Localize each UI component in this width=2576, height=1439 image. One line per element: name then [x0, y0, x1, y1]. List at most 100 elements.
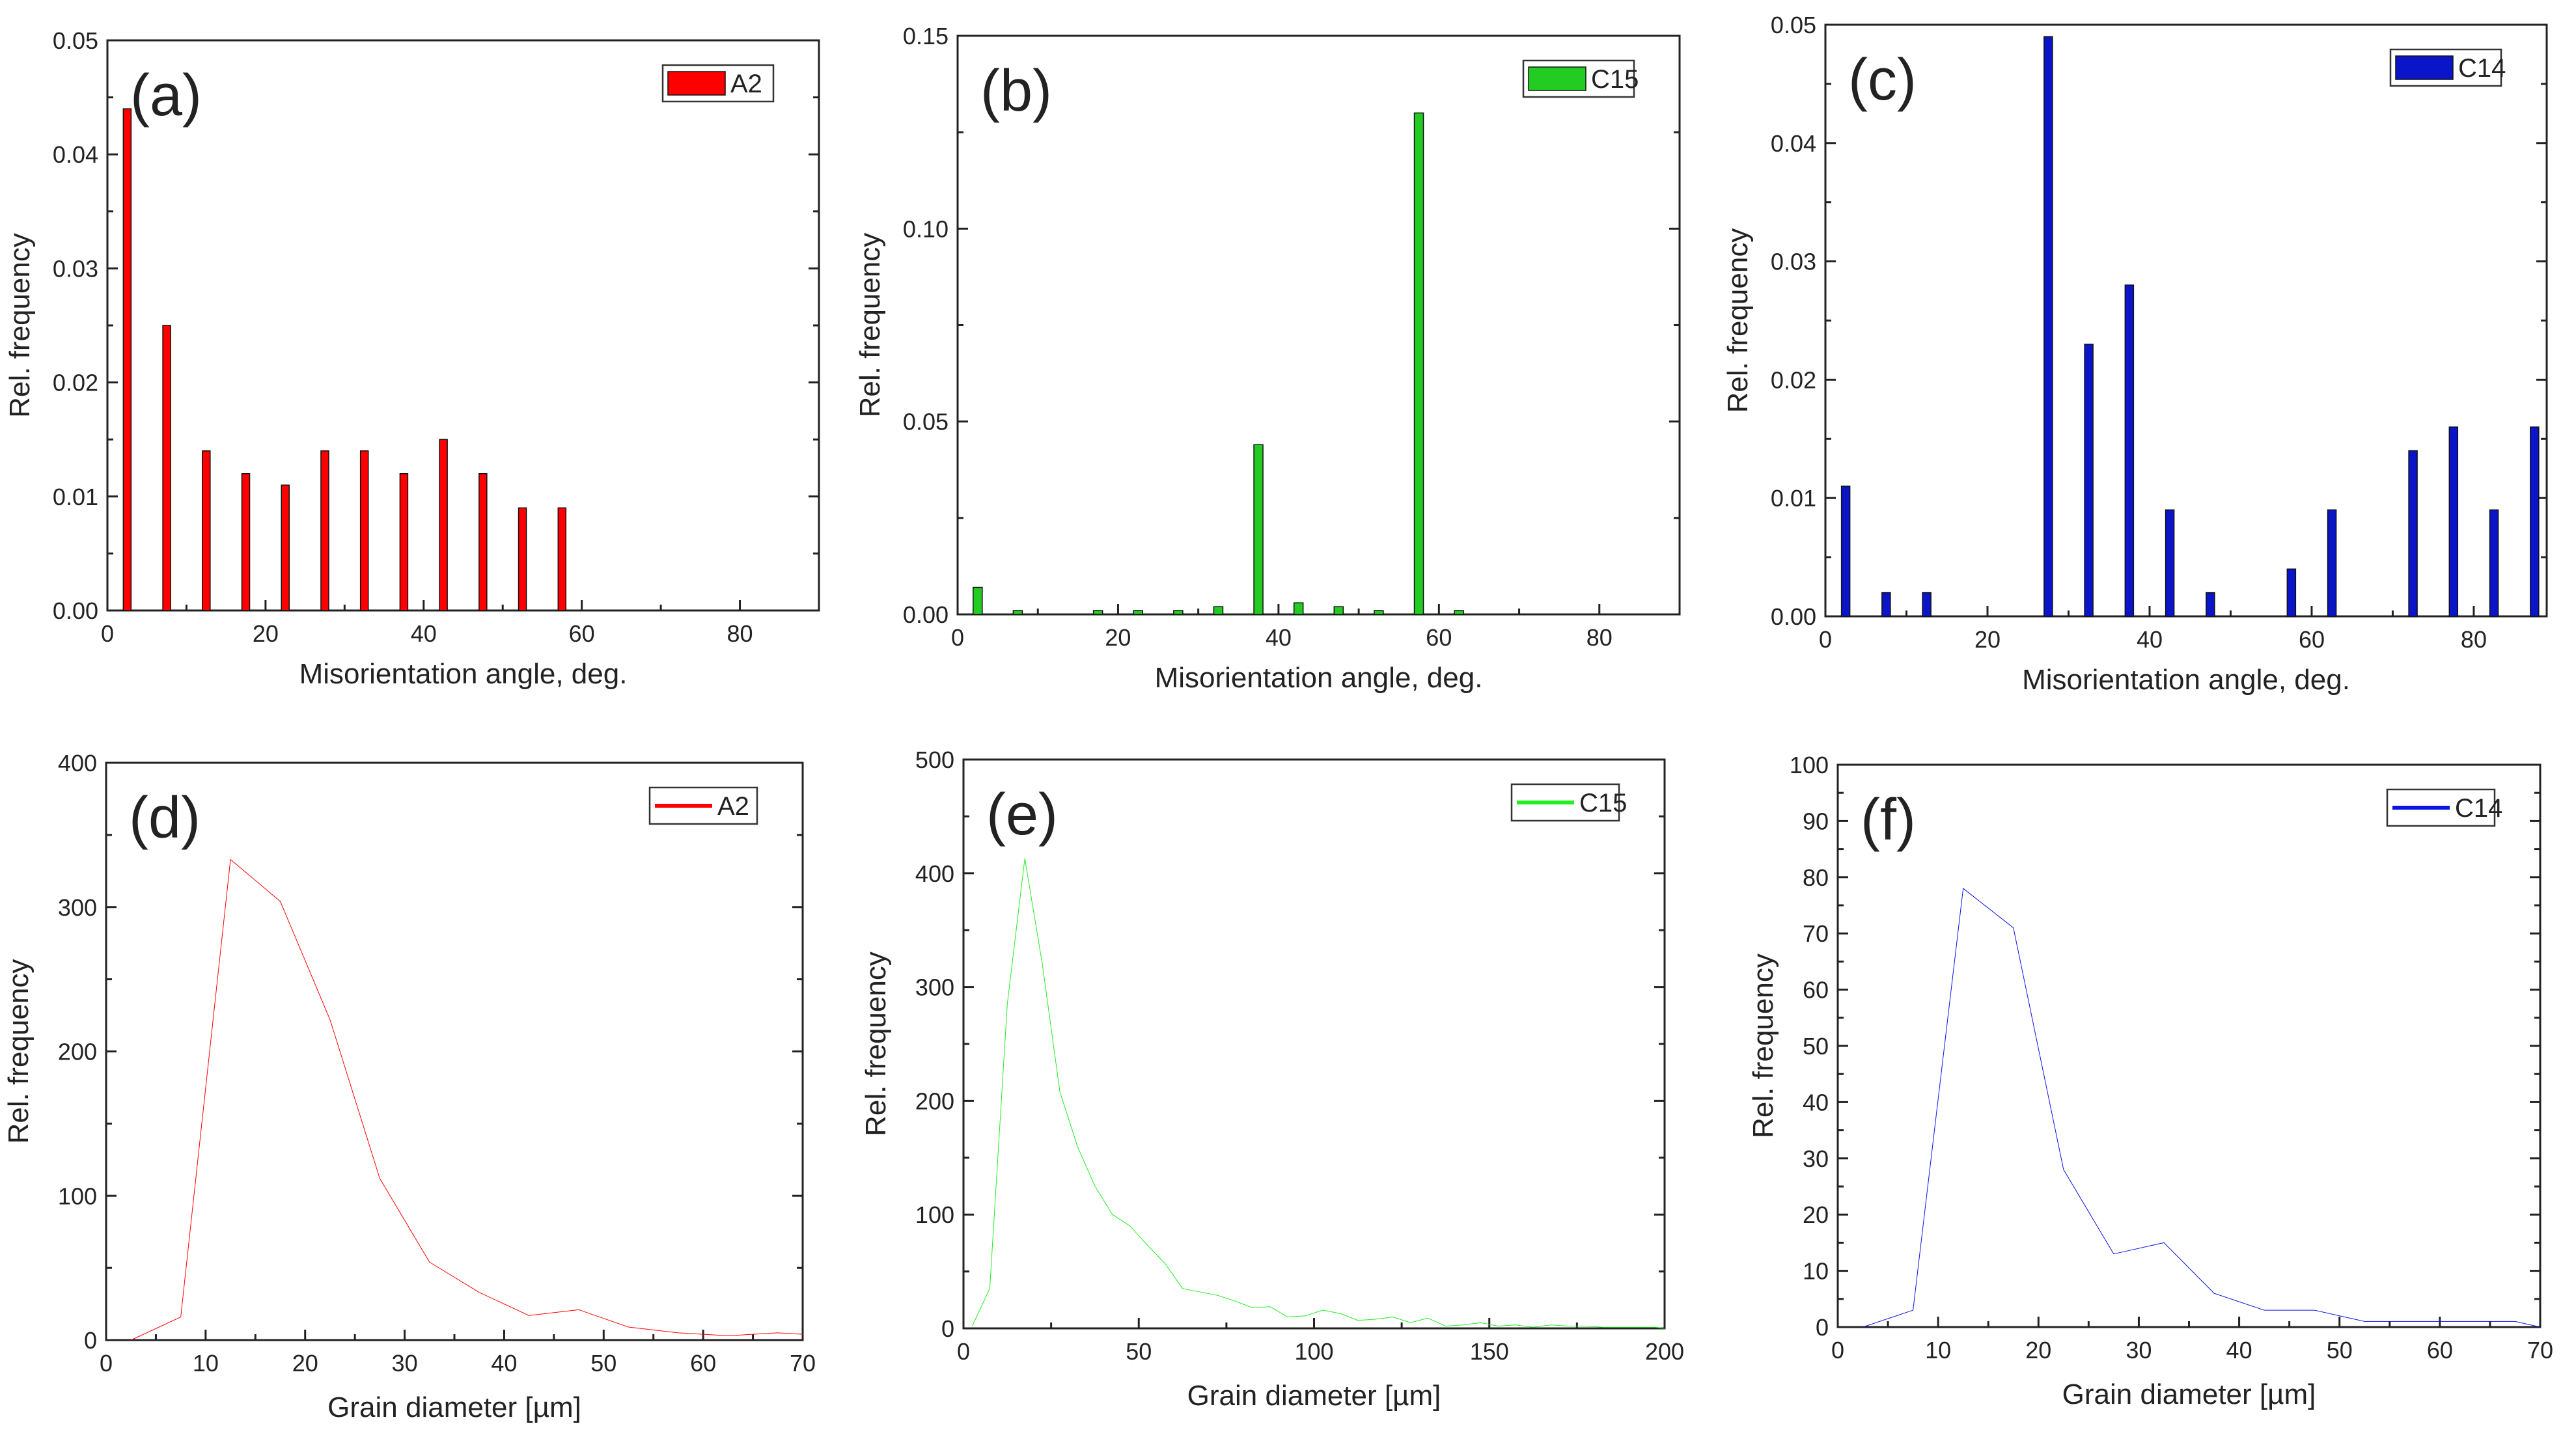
bar — [1012, 610, 1023, 615]
bar — [320, 450, 329, 611]
y-tick-label: 0.03 — [53, 255, 98, 282]
y-tick-label: 100 — [1790, 752, 1829, 778]
y-tick-label: 50 — [1803, 1033, 1829, 1060]
x-tick-label: 80 — [727, 620, 753, 647]
bar — [1413, 112, 1424, 615]
series-line — [131, 859, 803, 1341]
y-tick-label: 60 — [1803, 977, 1829, 1004]
bar — [973, 586, 983, 615]
bar — [122, 108, 132, 611]
bar — [557, 507, 567, 611]
y-tick-label: 200 — [58, 1039, 97, 1065]
plot-frame — [106, 39, 820, 612]
x-tick-label: 40 — [491, 1350, 517, 1377]
bar — [1881, 592, 1891, 617]
panel-f: 0 10 20 30 40 50 60 70 0 10 20 30 40 50 60 70 80 90 100 Gra… — [1747, 752, 2553, 1410]
x-tick-label: 60 — [569, 620, 595, 647]
y-axis-label: Rel. frequency — [4, 233, 36, 418]
bar — [241, 473, 251, 611]
x-tick-label: 80 — [1586, 624, 1613, 651]
bar — [2206, 592, 2215, 617]
bar — [1333, 606, 1344, 615]
bar — [518, 507, 527, 611]
bar — [2530, 426, 2540, 617]
y-tick-label: 0.03 — [1771, 249, 1816, 275]
series-line — [1863, 888, 2541, 1328]
x-axis-label: Grain diameter [µm] — [327, 1391, 581, 1423]
bar — [2327, 509, 2337, 617]
x-tick-label: 50 — [590, 1350, 616, 1377]
legend-swatch — [667, 71, 726, 96]
bar — [2408, 450, 2418, 617]
y-tick-label: 100 — [915, 1201, 954, 1228]
legend-label: C14 — [2458, 54, 2506, 83]
y-tick-label: 0.04 — [1771, 130, 1816, 157]
x-tick-label: 30 — [2126, 1337, 2152, 1364]
x-tick-label: 20 — [1105, 624, 1131, 651]
y-tick-label: 400 — [915, 860, 954, 887]
legend-label: A2 — [730, 70, 762, 98]
bar — [1922, 592, 1932, 617]
y-axis-label: Rel. frequency — [1722, 228, 1754, 413]
y-tick-label: 400 — [58, 750, 97, 776]
y-tick-label: 0.00 — [903, 601, 949, 628]
panel-e: 0 50 100 150 200 0 100 200 300 400 500 Grain diamet… — [860, 747, 1684, 1412]
y-tick-label: 200 — [915, 1088, 954, 1114]
y-tick-label: 80 — [1803, 864, 1829, 891]
x-tick-label: 0 — [101, 620, 114, 647]
x-tick-label: 0 — [1819, 626, 1832, 653]
x-tick-label: 0 — [957, 1338, 970, 1365]
x-axis-label: Misorientation angle, deg. — [1155, 662, 1483, 694]
plot-frame — [1824, 23, 2548, 618]
y-tick-label: 90 — [1803, 808, 1829, 834]
y-tick-label: 300 — [915, 974, 954, 1001]
bar — [2043, 36, 2053, 617]
bar — [1840, 486, 1851, 617]
x-tick-label: 200 — [1645, 1338, 1684, 1365]
legend-label: A2 — [717, 792, 749, 821]
bar — [399, 473, 409, 611]
x-tick-label: 70 — [790, 1350, 816, 1377]
bar — [1173, 610, 1184, 615]
y-tick-label: 0.00 — [1771, 603, 1816, 630]
panel-a: 0 20 40 60 80 0.00 0.01 0.02 0.03 0.04 0.05 Misorie… — [4, 27, 820, 690]
bar — [162, 325, 171, 611]
y-tick-label: 10 — [1803, 1258, 1829, 1285]
x-tick-label: 150 — [1470, 1338, 1509, 1365]
plot-frame — [956, 34, 1681, 616]
panel-d: 0 10 20 30 40 50 60 70 0 100 200 300 400 Grain diamet… — [3, 750, 816, 1423]
bar — [2448, 426, 2459, 617]
legend-label: C14 — [2455, 794, 2502, 823]
x-tick-label: 40 — [2226, 1337, 2252, 1364]
bar — [1454, 610, 1464, 615]
panel-label: (b) — [980, 59, 1052, 124]
panel-label: (f) — [1861, 788, 1916, 853]
bar — [2286, 568, 2297, 617]
y-tick-label: 0.04 — [53, 141, 98, 168]
y-tick-label: 0.01 — [1771, 485, 1816, 512]
y-tick-label: 0.15 — [903, 23, 949, 49]
legend-swatch — [1528, 66, 1586, 91]
y-tick-label: 100 — [58, 1183, 97, 1209]
legend-label: C15 — [1579, 789, 1627, 817]
x-tick-label: 100 — [1294, 1338, 1333, 1365]
legend-swatch — [2395, 55, 2454, 80]
y-tick-label: 0 — [941, 1315, 954, 1342]
x-tick-label: 20 — [292, 1350, 318, 1377]
x-tick-label: 40 — [2137, 626, 2163, 653]
plot-frame — [1836, 763, 2541, 1328]
y-tick-label: 0.02 — [1771, 366, 1816, 393]
x-tick-label: 60 — [2299, 626, 2325, 653]
panel-label: (d) — [129, 786, 201, 851]
bar — [202, 450, 211, 611]
y-tick-label: 40 — [1803, 1089, 1829, 1116]
bar — [478, 473, 488, 611]
x-tick-label: 20 — [2025, 1337, 2051, 1364]
bar — [439, 439, 448, 611]
x-tick-label: 20 — [1974, 626, 2001, 653]
bar — [2489, 509, 2499, 617]
x-axis-label: Grain diameter [µm] — [1187, 1380, 1441, 1412]
x-tick-label: 60 — [2427, 1337, 2453, 1364]
x-tick-label: 20 — [253, 620, 279, 647]
y-tick-label: 0.02 — [53, 370, 98, 396]
